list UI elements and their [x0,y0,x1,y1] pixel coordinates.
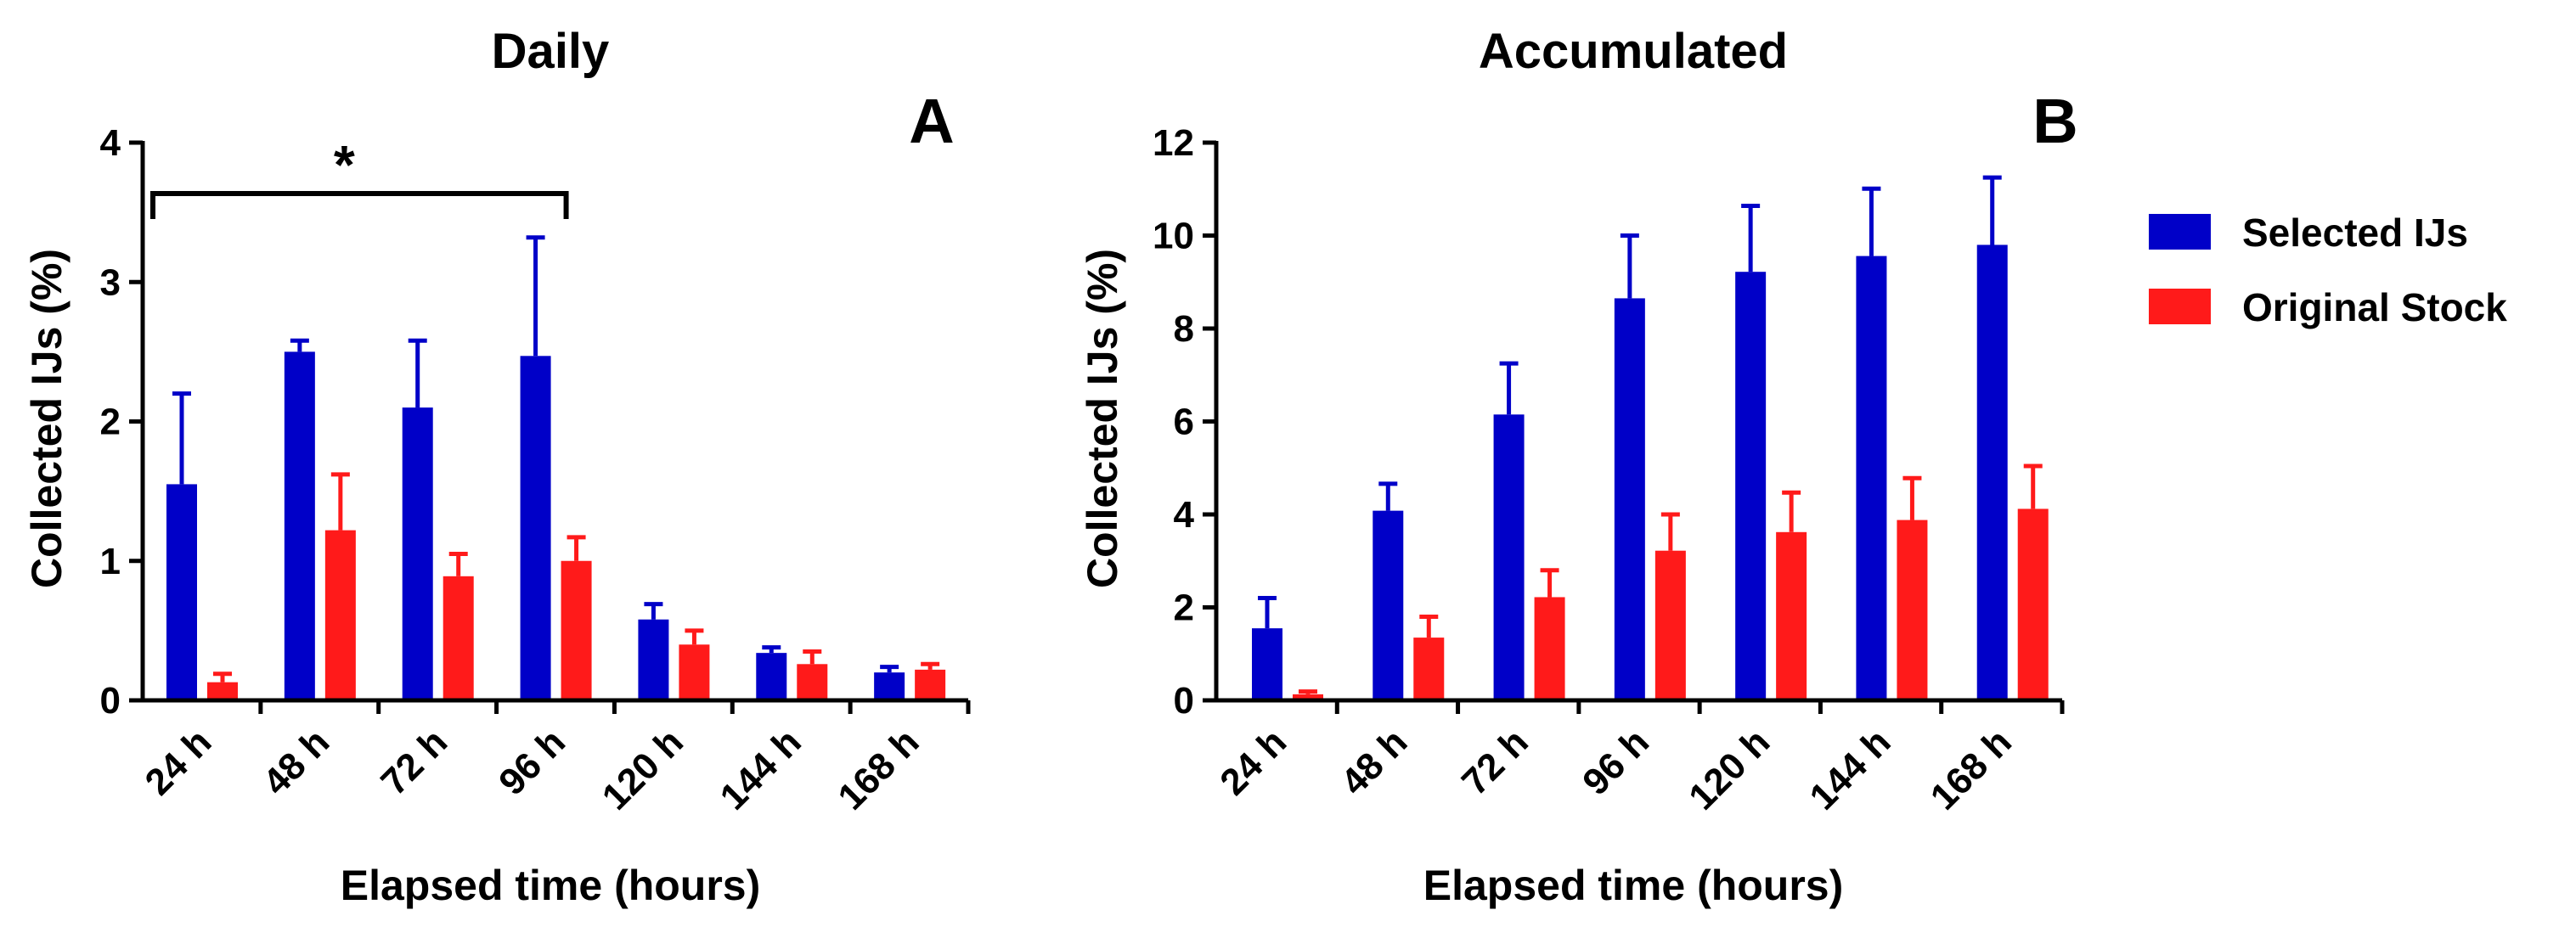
legend-label-original-stock: Original Stock [2242,285,2507,329]
x-axis-label-accumulated: Elapsed time (hours) [1423,862,1844,909]
x-tick-label-24-h: 24 h [138,721,220,803]
bar-original-stock-72-h [442,576,474,700]
bar-selected-ijs-96-h [520,356,551,700]
x-tick-label-120-h: 120 h [1681,721,1778,817]
legend-swatch-original-stock [2149,289,2211,324]
bar-original-stock-144-h [797,664,828,700]
y-tick-label: 0 [100,680,121,722]
panel-label-a: A [909,86,954,156]
x-tick-label-48-h: 48 h [1333,721,1416,803]
bar-original-stock-72-h [1534,597,1565,700]
chart-title-accumulated: Accumulated [1479,24,1788,79]
y-axis-label-daily: Collected IJs (%) [23,249,70,588]
significance-bracket [150,191,569,219]
bar-selected-ijs-120-h [1735,272,1767,700]
bar-selected-ijs-168-h [1976,244,2008,700]
bar-original-stock-96-h [561,560,592,700]
bar-selected-ijs-96-h [1614,298,1645,700]
y-axis-label-accumulated: Collected IJs (%) [1079,249,1126,588]
bar-original-stock-48-h [1413,638,1445,700]
x-tick-label-96-h: 96 h [1575,721,1657,803]
x-tick-label-168-h: 168 h [830,721,927,817]
x-axis-label-daily: Elapsed time (hours) [341,862,761,909]
y-tick-label: 1 [100,541,121,582]
bar-original-stock-168-h [915,669,946,700]
plot-area-daily: 0 1 2 3 4 24 h 48 h 72 h 96 h 120 h 144 h 168 h * [100,122,971,818]
significance-label: * [334,134,355,195]
y-tick-label: 10 [1153,216,1194,257]
bar-original-stock-168-h [2017,508,2049,700]
bar-selected-ijs-24-h [1252,628,1282,700]
y-tick-label: 4 [1174,494,1195,536]
y-tick-label: 3 [100,261,121,303]
bar-selected-ijs-72-h [1493,414,1525,700]
y-tick-label: 2 [1174,587,1194,629]
bar-original-stock-96-h [1654,550,1686,700]
bar-selected-ijs-144-h [1856,256,1887,701]
y-tick-label: 4 [100,122,121,164]
x-tick-label-72-h: 72 h [1454,721,1536,803]
x-tick-label-24-h: 24 h [1212,721,1294,803]
y-tick-label: 2 [100,402,121,443]
x-tick-label-96-h: 96 h [491,721,573,803]
x-tick-label-72-h: 72 h [373,721,455,803]
y-tick-label: 12 [1153,122,1194,164]
legend-swatch-selected-ijs [2149,214,2211,250]
bar-selected-ijs-48-h [1373,510,1404,700]
panel-accumulated: Accumulated B Collected IJs (%) Elapsed … [1079,24,2078,909]
bar-selected-ijs-72-h [402,407,433,700]
bar-original-stock-120-h [1776,531,1807,700]
y-tick-label: 8 [1174,308,1194,350]
bar-original-stock-24-h [207,682,238,700]
bar-original-stock-24-h [1293,694,1323,700]
x-tick-label-144-h: 144 h [713,721,809,817]
plot-area-accumulated: 0 2 4 6 8 10 12 24 h 48 h 72 h 96 h 120 h 144 h 168 h [1153,122,2065,818]
bar-selected-ijs-120-h [638,619,669,700]
x-tick-label-144-h: 144 h [1801,721,1898,817]
chart-title-daily: Daily [492,24,610,79]
bar-original-stock-144-h [1897,520,1928,700]
x-tick-label-48-h: 48 h [255,721,337,803]
x-tick-label-120-h: 120 h [595,721,691,817]
bar-selected-ijs-48-h [284,351,315,700]
y-tick-label: 6 [1174,402,1194,443]
bar-original-stock-48-h [324,530,356,700]
bar-selected-ijs-24-h [166,484,197,700]
x-tick-label-168-h: 168 h [1923,721,2020,817]
bar-selected-ijs-144-h [756,653,787,700]
legend-label-selected-ijs: Selected IJs [2242,211,2468,255]
bar-original-stock-120-h [679,644,710,700]
y-tick-label: 0 [1174,680,1194,722]
panel-label-b: B [2032,86,2077,156]
bar-selected-ijs-168-h [874,672,905,700]
legend: Selected IJs Original Stock [2149,211,2507,329]
panel-daily: Daily A Collected IJs (%) Elapsed time (… [23,24,971,909]
